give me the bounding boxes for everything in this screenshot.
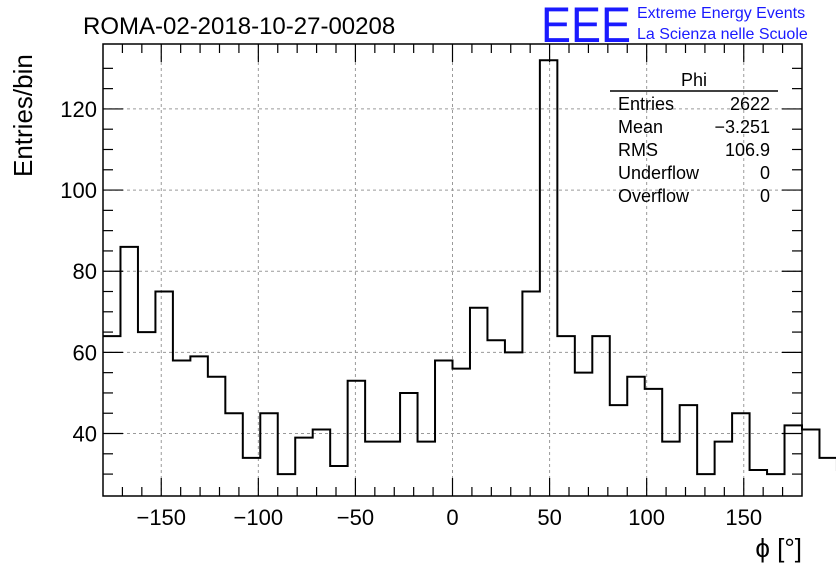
histogram-bins [103, 59, 836, 476]
stats-label: Entries [618, 94, 674, 114]
stats-label: Overflow [618, 186, 690, 206]
stats-value: 0 [760, 186, 770, 206]
x-tick-labels: −150 −100 −50 0 50 100 150 [136, 505, 762, 530]
y-tick-label: 80 [73, 259, 97, 284]
eee-logo-line2: La Scienza nelle Scuole [637, 26, 808, 43]
y-axis-label: Entries/bin [8, 54, 38, 177]
x-tick-label: −100 [234, 505, 284, 530]
x-axis-label: ϕ [°] [755, 533, 802, 563]
x-tick-label: −150 [136, 505, 186, 530]
stats-label: RMS [618, 140, 658, 160]
stats-label: Underflow [618, 163, 700, 183]
y-tick-label: 60 [73, 340, 97, 365]
y-tick-label: 100 [60, 178, 97, 203]
chart-title: ROMA-02-2018-10-27-00208 [83, 13, 395, 40]
histogram-step-line [103, 59, 836, 476]
stats-box: Phi Entries 2622 Mean −3.251 RMS 106.9 Underfl… [610, 70, 778, 206]
x-tick-label: 50 [537, 505, 561, 530]
stats-rows: Entries 2622 Mean −3.251 RMS 106.9 Underflow 0 O… [618, 94, 770, 206]
stats-label: Mean [618, 117, 663, 137]
x-tick-label: 100 [628, 505, 665, 530]
stats-value: −3.251 [714, 117, 770, 137]
axis-ticks [103, 44, 802, 496]
x-tick-label: −50 [337, 505, 374, 530]
x-tick-label: 150 [725, 505, 762, 530]
y-tick-label: 120 [60, 97, 97, 122]
x-tick-label: 0 [446, 505, 458, 530]
eee-logo-line1: Extreme Energy Events [637, 5, 805, 22]
stats-value: 0 [760, 163, 770, 183]
eee-logo-mark: EEE [541, 0, 631, 53]
y-tick-label: 40 [73, 422, 97, 447]
stats-value: 2622 [730, 94, 770, 114]
stats-value: 106.9 [725, 140, 770, 160]
eee-logo: EEE Extreme Energy Events La Scienza nel… [541, 0, 808, 53]
stats-title: Phi [681, 70, 707, 90]
grid-lines [103, 44, 802, 496]
y-tick-labels: 40 60 80 100 120 [60, 97, 97, 447]
plot-frame [102, 43, 803, 497]
